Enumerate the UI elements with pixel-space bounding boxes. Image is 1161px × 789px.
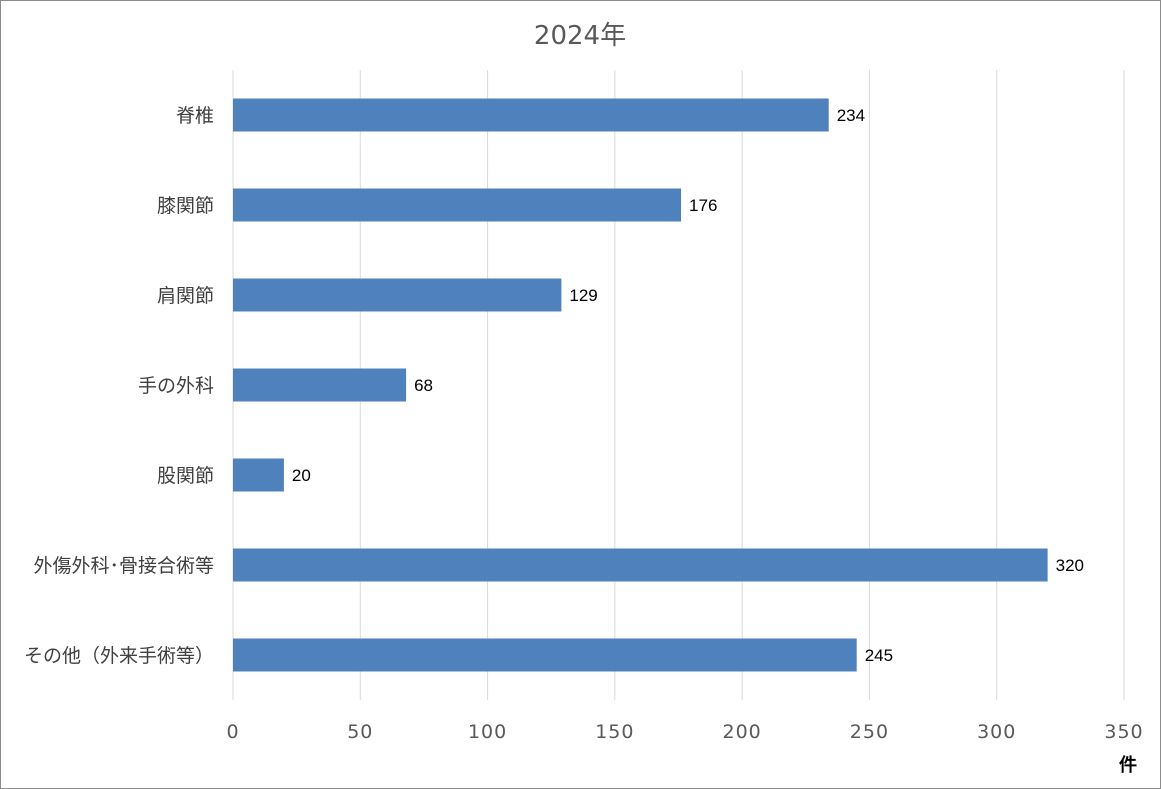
data-label: 129 — [569, 286, 597, 305]
x-tick-label: 300 — [977, 721, 1016, 743]
x-tick-label: 200 — [723, 721, 762, 743]
x-tick-label: 0 — [226, 721, 239, 743]
bar — [233, 188, 682, 222]
bar — [233, 458, 284, 492]
x-unit-label: 件 — [1119, 754, 1137, 776]
bar — [233, 98, 829, 132]
category-label: 脊椎 — [176, 105, 214, 127]
data-label: 234 — [837, 106, 865, 125]
data-label: 20 — [292, 466, 311, 485]
x-tick-label: 150 — [595, 721, 634, 743]
data-label: 68 — [414, 376, 433, 395]
chart-title: 2024年 — [534, 21, 626, 51]
bar — [233, 638, 857, 672]
category-label: その他（外来手術等） — [24, 645, 214, 667]
data-label: 245 — [865, 646, 893, 665]
x-tick-label: 350 — [1104, 721, 1143, 743]
x-tick-label: 100 — [468, 721, 507, 743]
category-label: 肩関節 — [157, 285, 214, 307]
x-tick-label: 50 — [347, 721, 373, 743]
bar — [233, 548, 1048, 582]
category-label: 股関節 — [157, 465, 214, 487]
x-tick-label: 250 — [850, 721, 889, 743]
bar — [233, 278, 562, 312]
category-label: 手の外科 — [138, 375, 214, 397]
data-label: 320 — [1056, 556, 1084, 575]
category-label: 膝関節 — [157, 195, 214, 217]
data-label: 176 — [689, 196, 717, 215]
bar — [233, 368, 407, 402]
category-label: 外傷外科･骨接合術等 — [33, 555, 214, 577]
